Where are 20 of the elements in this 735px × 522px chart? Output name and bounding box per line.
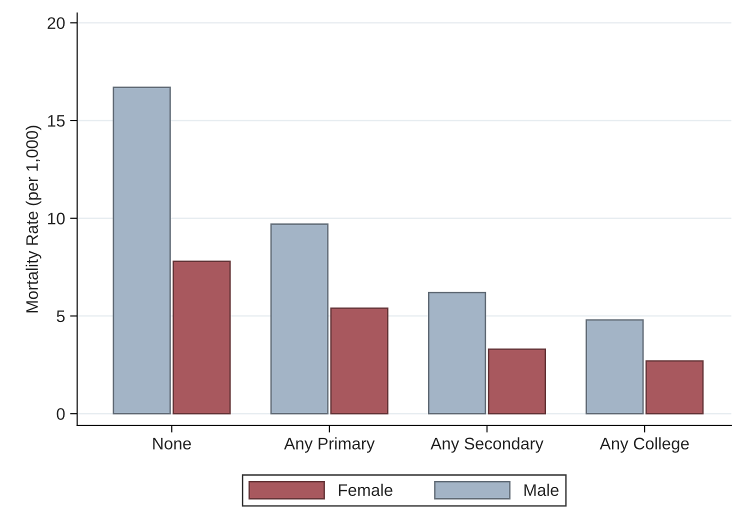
bar (112, 86, 171, 414)
legend-label: Female (338, 484, 392, 496)
x-tick-label: Any College (600, 437, 689, 453)
x-tick-label: Any Secondary (430, 437, 544, 453)
x-tick-label: Any Primary (284, 437, 375, 453)
x-tick-label: None (153, 438, 191, 450)
y-axis-title: Mortality Rate (per 1,000) (26, 126, 42, 312)
y-tick-label: 0 (56, 408, 65, 420)
bar (330, 307, 388, 414)
bar (586, 319, 644, 414)
bar (646, 360, 704, 414)
y-tick-label: 20 (48, 17, 65, 30)
bar (270, 223, 328, 414)
y-tick-label: 15 (48, 115, 65, 127)
bar (428, 292, 486, 414)
bar (488, 348, 546, 414)
y-tick-label: 10 (48, 212, 65, 224)
y-tick-label: 5 (56, 310, 65, 322)
legend-label: Male (524, 484, 559, 496)
bar (172, 260, 231, 414)
